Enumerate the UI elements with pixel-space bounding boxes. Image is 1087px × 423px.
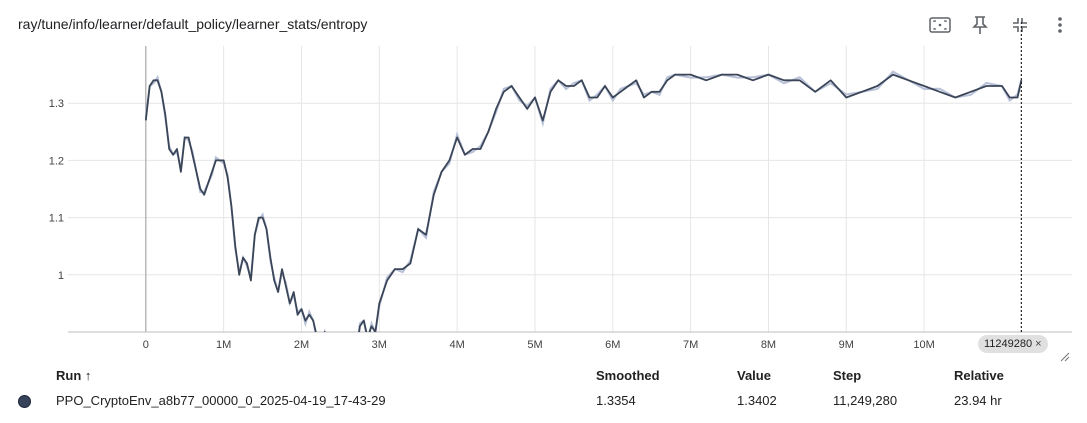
relative-column-header[interactable]: Relative — [954, 368, 1004, 383]
run-header-label: Run — [56, 368, 82, 383]
run-color-swatch[interactable] — [18, 395, 31, 409]
x-tick-label: 8M — [761, 339, 776, 351]
x-tick-label: 3M — [372, 339, 387, 351]
hover-step-label: 11249280 — [984, 338, 1033, 350]
value-column-header[interactable]: Value — [737, 368, 771, 383]
x-tick-label: 0 — [143, 339, 149, 351]
x-tick-label: 4M — [450, 339, 465, 351]
x-tick-label: 1M — [216, 339, 231, 351]
x-tick-label: 6M — [605, 339, 620, 351]
more-options-button[interactable] — [1047, 12, 1073, 38]
y-tick-label: 1.3 — [49, 98, 64, 110]
y-tick-label: 1.1 — [49, 213, 64, 225]
step-column-header[interactable]: Step — [833, 368, 862, 383]
table-row: PPO_CryptoEnv_a8b77_00000_0_2025-04-19_1… — [18, 389, 1068, 412]
sort-arrow-icon[interactable]: ↑ — [84, 368, 92, 383]
smoothed-value: 1.3354 — [596, 393, 636, 409]
run-name: PPO_CryptoEnv_a8b77_00000_0_2025-04-19_1… — [56, 393, 386, 409]
raw-series-line — [144, 70, 1023, 332]
relative-time: 23.94 hr — [954, 393, 1002, 409]
pin-button[interactable] — [967, 12, 993, 38]
fit-domain-button[interactable] — [927, 12, 953, 38]
runs-table: Run ↑ Smoothed Value Step Relative PPO_C… — [18, 366, 1068, 412]
collapse-icon — [1013, 18, 1027, 32]
run-column-header[interactable]: Run ↑ — [56, 366, 596, 389]
runs-table-header: Run ↑ Smoothed Value Step Relative — [18, 366, 1068, 389]
x-tick-label: 2M — [294, 339, 309, 351]
smoothed-series-line[interactable] — [144, 73, 1023, 355]
raw-value: 1.3402 — [737, 393, 777, 409]
pin-icon — [972, 16, 988, 34]
y-tick-label: 1 — [58, 270, 64, 282]
step-value: 11,249,280 — [833, 393, 898, 409]
chart-title: ray/tune/info/learner/default_policy/lea… — [18, 16, 368, 32]
fit-domain-icon — [929, 17, 951, 33]
more-vert-icon — [1058, 17, 1062, 33]
y-tick-label: 1.2 — [49, 155, 64, 167]
collapse-button[interactable] — [1007, 12, 1033, 38]
chart-toolbar — [927, 12, 1073, 38]
resize-handle-icon[interactable] — [1058, 350, 1070, 362]
x-tick-label: 9M — [839, 339, 854, 351]
smoothed-column-header[interactable]: Smoothed — [596, 368, 660, 383]
hover-step-pill: 11249280 × — [978, 335, 1048, 353]
series-group — [144, 70, 1023, 355]
x-tick-label: 7M — [683, 339, 698, 351]
x-tick-label: 10M — [913, 339, 934, 351]
close-icon[interactable]: × — [1035, 338, 1042, 350]
x-tick-label: 5M — [527, 339, 542, 351]
